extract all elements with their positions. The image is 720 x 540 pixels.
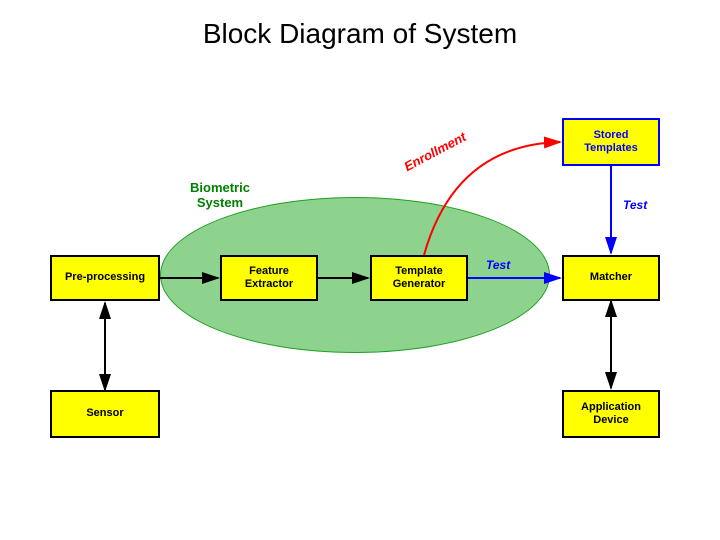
node-application-device: Application Device — [562, 390, 660, 438]
node-matcher: Matcher — [562, 255, 660, 301]
edge-label-test-2: Test — [623, 198, 647, 212]
node-template-generator: Template Generator — [370, 255, 468, 301]
biometric-system-ellipse — [160, 197, 550, 353]
node-feature-extractor: Feature Extractor — [220, 255, 318, 301]
node-stored-templates: Stored Templates — [562, 118, 660, 166]
biometric-system-label: Biometric System — [190, 180, 250, 210]
node-sensor: Sensor — [50, 390, 160, 438]
node-preprocessing: Pre-processing — [50, 255, 160, 301]
page-title: Block Diagram of System — [0, 18, 720, 50]
edge-label-enrollment: Enrollment — [401, 129, 468, 174]
edge-label-test-1: Test — [486, 258, 510, 272]
